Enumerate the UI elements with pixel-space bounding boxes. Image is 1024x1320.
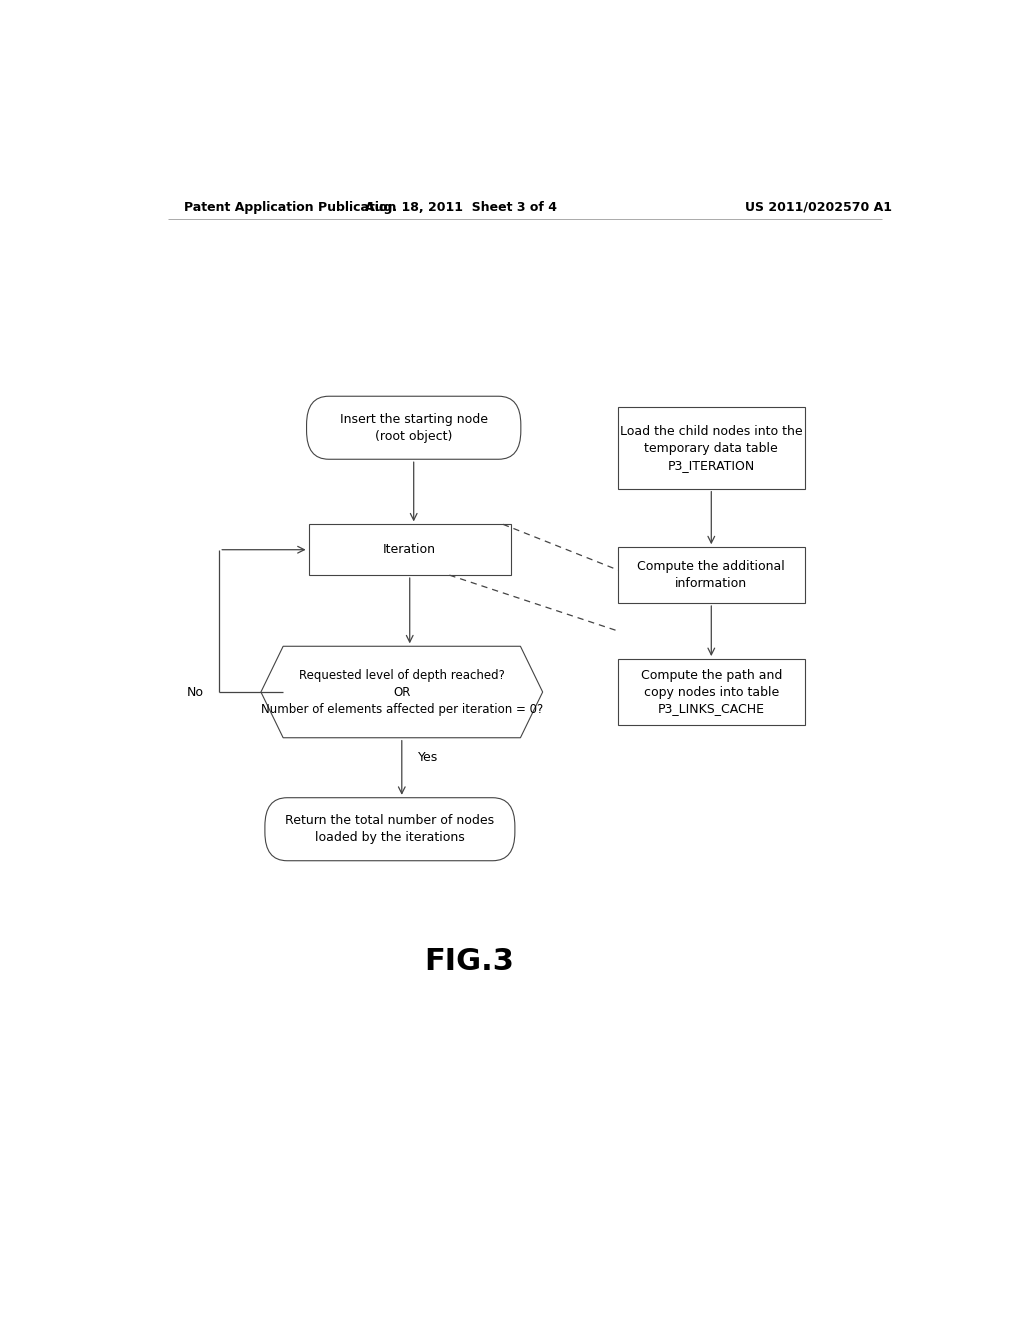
Text: Insert the starting node
(root object): Insert the starting node (root object) <box>340 413 487 442</box>
Text: No: No <box>186 685 204 698</box>
Bar <box>618 659 805 725</box>
FancyBboxPatch shape <box>306 396 521 459</box>
FancyBboxPatch shape <box>265 797 515 861</box>
Text: Compute the additional
information: Compute the additional information <box>637 560 785 590</box>
Bar <box>308 524 511 576</box>
Text: Return the total number of nodes
loaded by the iterations: Return the total number of nodes loaded … <box>286 814 495 845</box>
Text: FIG.3: FIG.3 <box>424 946 514 975</box>
Text: Compute the path and
copy nodes into table
P3_LINKS_CACHE: Compute the path and copy nodes into tab… <box>641 668 782 715</box>
Text: Iteration: Iteration <box>383 544 436 556</box>
Bar <box>618 548 805 603</box>
Text: US 2011/0202570 A1: US 2011/0202570 A1 <box>744 201 892 214</box>
Bar <box>618 408 805 488</box>
Text: Patent Application Publication: Patent Application Publication <box>183 201 396 214</box>
Text: Yes: Yes <box>418 751 438 764</box>
Text: Load the child nodes into the
temporary data table
P3_ITERATION: Load the child nodes into the temporary … <box>620 425 803 471</box>
Polygon shape <box>261 647 543 738</box>
Text: Requested level of depth reached?
OR
Number of elements affected per iteration =: Requested level of depth reached? OR Num… <box>261 668 543 715</box>
Text: Aug. 18, 2011  Sheet 3 of 4: Aug. 18, 2011 Sheet 3 of 4 <box>366 201 557 214</box>
